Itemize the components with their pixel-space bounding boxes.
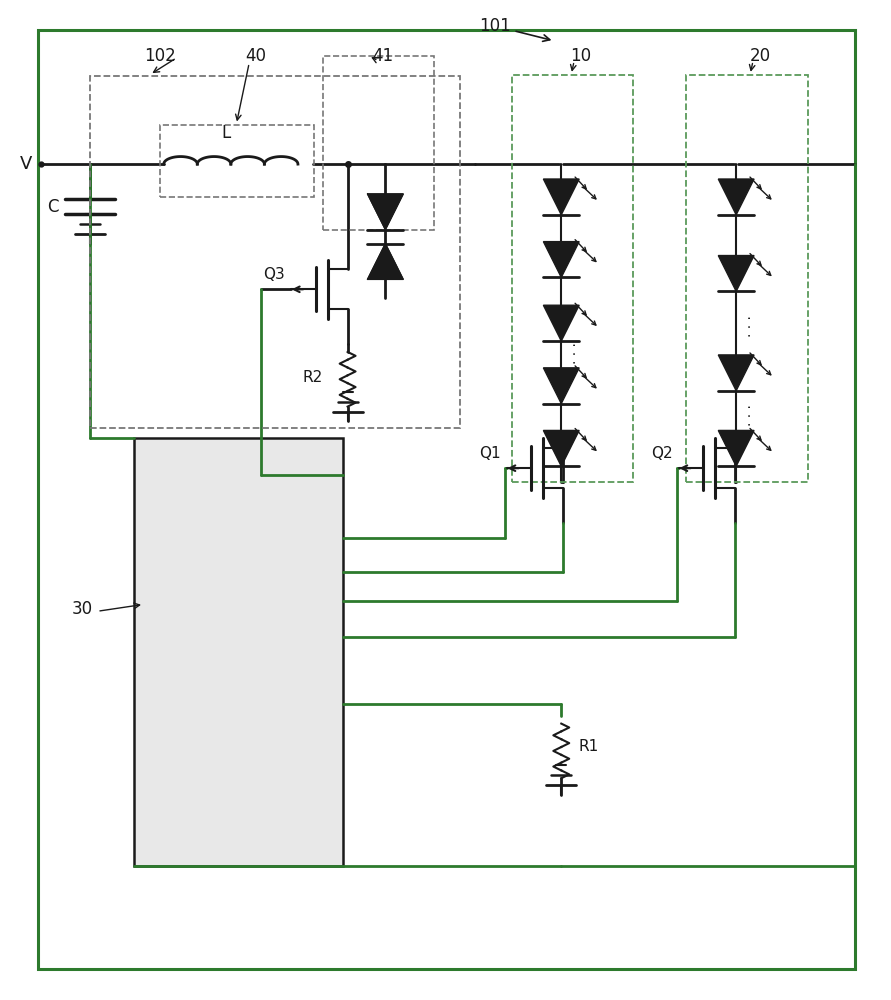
Text: Q3: Q3 xyxy=(263,267,285,282)
Text: 101: 101 xyxy=(478,17,550,41)
Bar xyxy=(686,75,808,482)
Polygon shape xyxy=(718,355,754,391)
Bar xyxy=(90,76,460,428)
Text: 10: 10 xyxy=(570,47,592,65)
Text: 30: 30 xyxy=(71,600,93,618)
Text: C: C xyxy=(47,198,59,216)
Text: L: L xyxy=(222,124,231,142)
Polygon shape xyxy=(544,368,579,404)
Text: 20: 20 xyxy=(749,47,771,65)
Bar xyxy=(323,56,434,230)
Text: 41: 41 xyxy=(372,47,393,65)
Polygon shape xyxy=(544,242,579,277)
Polygon shape xyxy=(544,305,579,341)
Text: · · ·: · · · xyxy=(744,315,758,337)
Bar xyxy=(134,438,343,866)
Bar xyxy=(159,125,314,197)
Text: V: V xyxy=(20,155,33,173)
Text: R1: R1 xyxy=(579,739,600,754)
Text: Q2: Q2 xyxy=(650,446,673,461)
Bar xyxy=(511,75,633,482)
Polygon shape xyxy=(718,256,754,291)
Polygon shape xyxy=(718,179,754,215)
Polygon shape xyxy=(544,430,579,466)
Text: 40: 40 xyxy=(246,47,266,65)
Polygon shape xyxy=(718,430,754,466)
Text: 102: 102 xyxy=(144,47,176,65)
Polygon shape xyxy=(367,194,404,230)
Polygon shape xyxy=(544,179,579,215)
Text: R2: R2 xyxy=(303,370,323,385)
Polygon shape xyxy=(367,244,404,279)
Text: · · ·: · · · xyxy=(744,405,758,426)
Text: · · ·: · · · xyxy=(569,342,584,364)
Text: Q1: Q1 xyxy=(478,446,501,461)
